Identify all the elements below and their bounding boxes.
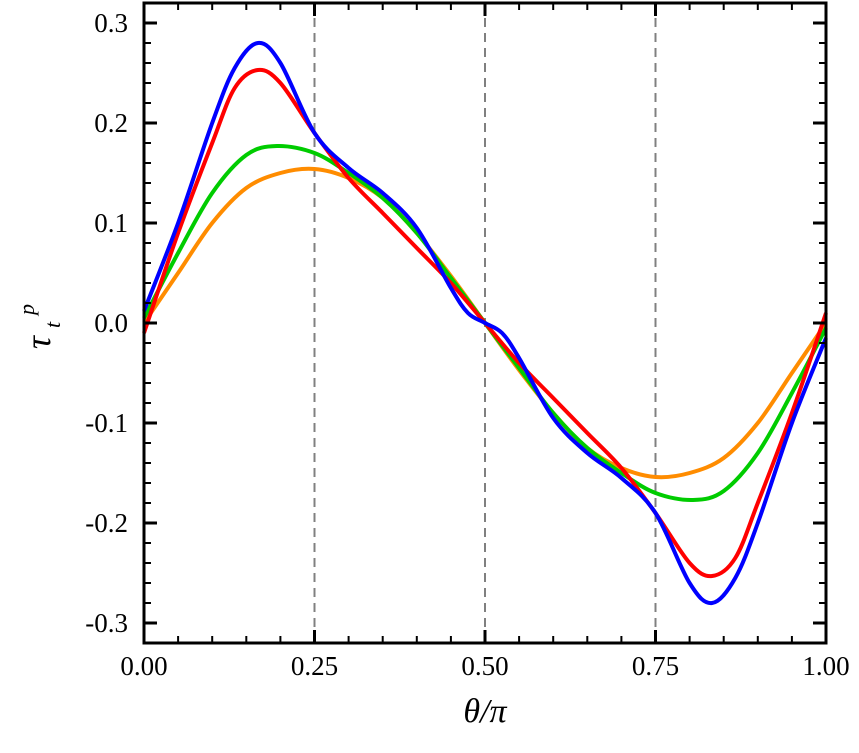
- y-tick-label: -0.1: [85, 408, 128, 438]
- x-tick-label: 0.50: [461, 651, 508, 681]
- svg-text:τ: τ: [18, 335, 58, 349]
- plot-frame: [142, 1, 828, 645]
- axis-ticks: 0.00 0.25 0.50 0.75 1.00 -0.3 -0.2 -0.1 0.0 0.1 0.…: [85, 2, 850, 681]
- y-axis-label: τ t p: [14, 304, 65, 349]
- y-tick-label: 0.2: [94, 108, 128, 138]
- y-tick-label: 0.1: [94, 208, 128, 238]
- svg-text:t: t: [40, 321, 65, 328]
- x-axis-label: θ/π: [463, 693, 507, 730]
- y-tick-label: -0.3: [85, 608, 128, 638]
- series-line-3: [142, 40, 828, 606]
- y-tick-label: -0.2: [85, 508, 128, 538]
- series-group: [142, 40, 828, 606]
- x-tick-label: 0.00: [120, 651, 167, 681]
- x-tick-label: 0.25: [291, 651, 338, 681]
- y-tick-label: 0.3: [94, 8, 128, 38]
- y-tick-label: 0.0: [94, 308, 128, 338]
- svg-text:p: p: [14, 304, 39, 317]
- x-tick-label: 0.75: [632, 651, 679, 681]
- x-tick-label: 1.00: [802, 651, 849, 681]
